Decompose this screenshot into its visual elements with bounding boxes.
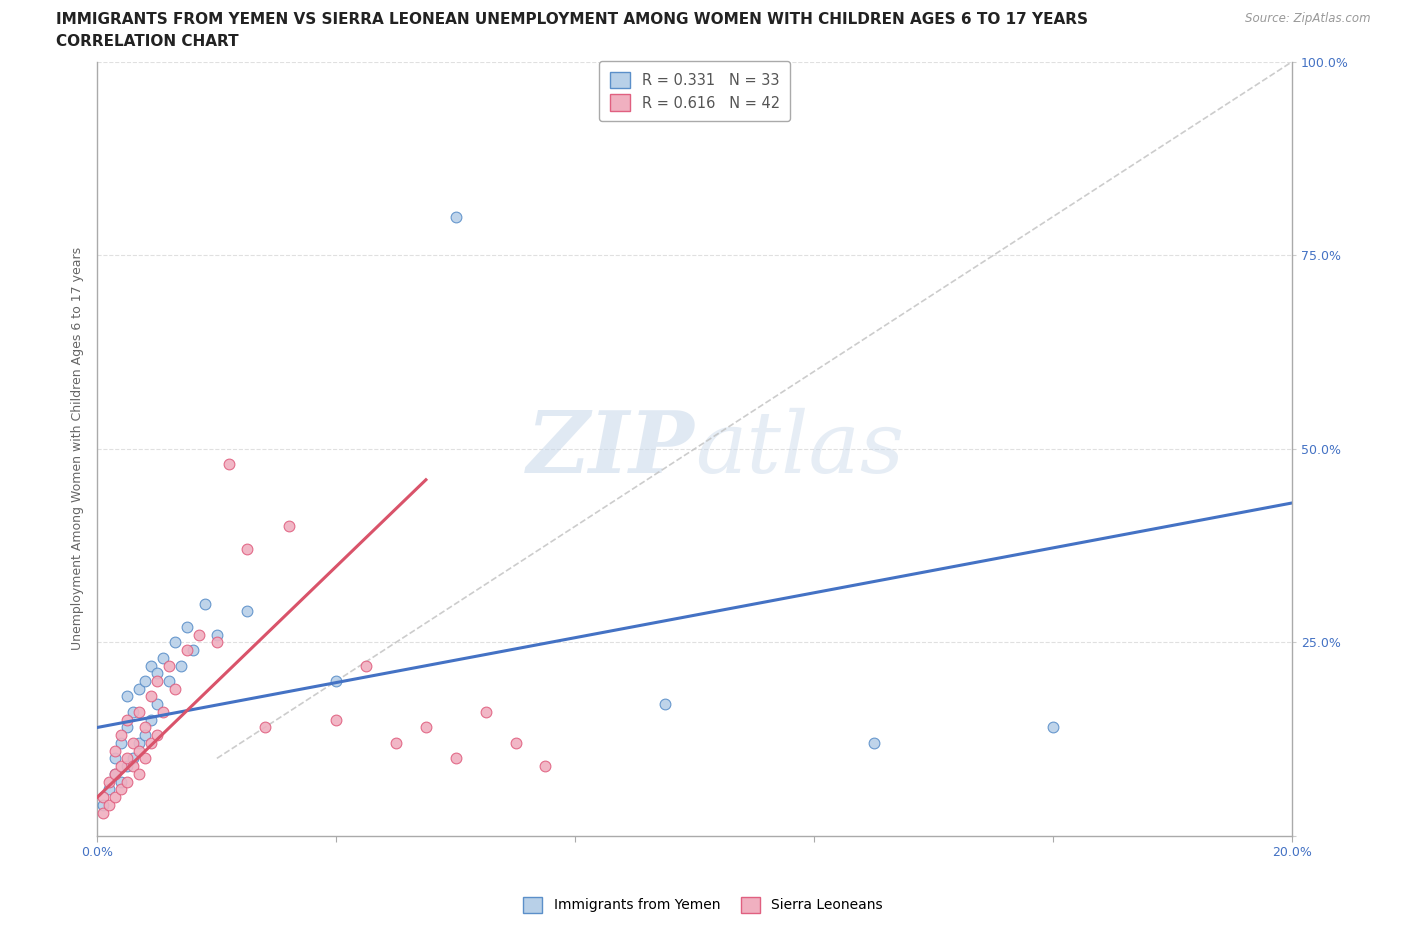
Point [444, 209, 467, 224]
Point [117, 774, 139, 789]
Point [157, 658, 180, 673]
Point [104, 743, 127, 758]
Legend: R = 0.331   N = 33, R = 0.616   N = 42: R = 0.331 N = 33, R = 0.616 N = 42 [599, 61, 790, 121]
Point [218, 457, 240, 472]
Text: atlas: atlas [695, 407, 904, 490]
Point [93, 805, 115, 820]
Point [98, 782, 121, 797]
Point [235, 542, 257, 557]
Point [152, 705, 174, 720]
Point [128, 705, 150, 720]
Point [181, 643, 204, 658]
Point [98, 797, 121, 812]
Text: ZIP: ZIP [527, 407, 695, 490]
Point [122, 759, 145, 774]
Text: IMMIGRANTS FROM YEMEN VS SIERRA LEONEAN UNEMPLOYMENT AMONG WOMEN WITH CHILDREN A: IMMIGRANTS FROM YEMEN VS SIERRA LEONEAN … [56, 12, 1088, 27]
Point [117, 712, 139, 727]
Point [253, 720, 276, 735]
Point [141, 736, 163, 751]
Point [141, 689, 163, 704]
Point [165, 635, 187, 650]
Point [277, 519, 299, 534]
Point [110, 728, 132, 743]
Point [505, 736, 527, 751]
Point [104, 766, 127, 781]
Point [146, 697, 169, 711]
Point [188, 627, 211, 642]
Point [117, 720, 139, 735]
Point [122, 751, 145, 765]
Point [110, 759, 132, 774]
Point [1042, 720, 1064, 735]
Point [165, 682, 187, 697]
Point [176, 643, 198, 658]
Point [110, 782, 132, 797]
Point [104, 790, 127, 804]
Point [122, 736, 145, 751]
Point [146, 673, 169, 688]
Point [93, 790, 115, 804]
Y-axis label: Unemployment Among Women with Children Ages 6 to 17 years: Unemployment Among Women with Children A… [72, 247, 84, 650]
Point [415, 720, 437, 735]
Point [157, 673, 180, 688]
Point [104, 766, 127, 781]
Point [128, 766, 150, 781]
Point [134, 751, 156, 765]
Point [122, 705, 145, 720]
Point [863, 736, 886, 751]
Point [235, 604, 257, 618]
Point [110, 736, 132, 751]
Text: CORRELATION CHART: CORRELATION CHART [56, 34, 239, 49]
Point [474, 705, 496, 720]
Point [93, 797, 115, 812]
Point [146, 666, 169, 681]
Point [205, 635, 228, 650]
Point [134, 720, 156, 735]
Point [385, 736, 408, 751]
Point [354, 658, 377, 673]
Point [534, 759, 557, 774]
Point [170, 658, 193, 673]
Point [325, 712, 347, 727]
Point [104, 751, 127, 765]
Point [98, 774, 121, 789]
Point [325, 673, 347, 688]
Point [176, 619, 198, 634]
Point [117, 689, 139, 704]
Point [654, 697, 676, 711]
Point [117, 751, 139, 765]
Point [128, 736, 150, 751]
Point [128, 743, 150, 758]
Point [146, 728, 169, 743]
Legend: Immigrants from Yemen, Sierra Leoneans: Immigrants from Yemen, Sierra Leoneans [517, 891, 889, 919]
Point [205, 627, 228, 642]
Point [152, 650, 174, 665]
Point [194, 596, 217, 611]
Text: Source: ZipAtlas.com: Source: ZipAtlas.com [1246, 12, 1371, 25]
Point [117, 759, 139, 774]
Point [134, 673, 156, 688]
Point [128, 682, 150, 697]
Point [444, 751, 467, 765]
Point [110, 774, 132, 789]
Point [134, 728, 156, 743]
Point [141, 712, 163, 727]
Point [141, 658, 163, 673]
